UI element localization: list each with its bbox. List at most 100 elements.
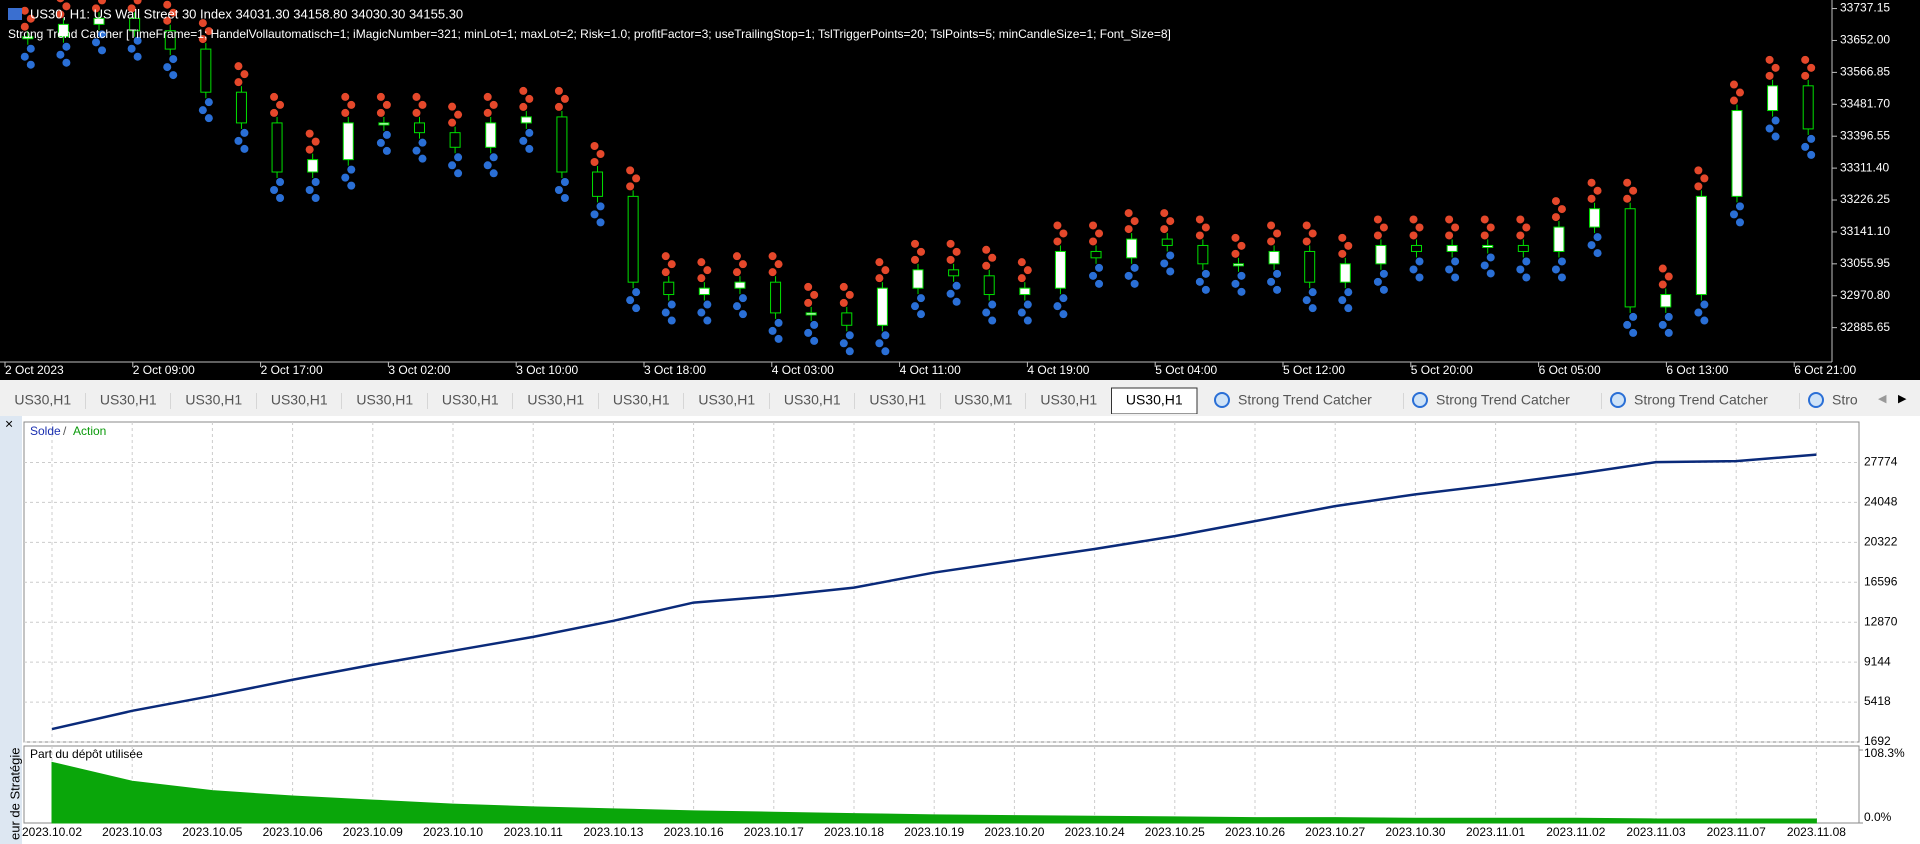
signal-sell [1130, 217, 1139, 226]
tab-label[interactable]: US30,H1 [784, 392, 841, 408]
signal-buy [596, 202, 605, 211]
candle [734, 281, 746, 289]
signal-sell [163, 16, 172, 25]
signal-sell [881, 266, 890, 275]
tab[interactable] [855, 390, 941, 412]
close-button[interactable]: × [5, 416, 13, 432]
tab[interactable] [1602, 390, 1800, 412]
legend-balance: Solde [30, 424, 61, 438]
price-tick-label: 32885.65 [1840, 320, 1890, 334]
candle [556, 116, 568, 173]
signal-sell [1771, 63, 1780, 72]
signal-buy [1735, 218, 1744, 227]
signal-buy [1587, 241, 1596, 250]
signal-buy [1201, 269, 1210, 278]
tab[interactable] [1206, 390, 1404, 412]
candle [1482, 244, 1494, 248]
signal-buy [1308, 288, 1317, 297]
signal-buy [98, 30, 107, 39]
tab-label[interactable]: US30,H1 [100, 392, 157, 408]
signal-sell [1089, 237, 1098, 246]
signal-sell [1338, 249, 1347, 258]
tab[interactable] [256, 390, 343, 412]
signal-sell [234, 62, 243, 71]
tab-label[interactable]: US30,H1 [1126, 392, 1183, 408]
signal-buy [839, 339, 848, 348]
tab[interactable] [1404, 390, 1602, 412]
candle [22, 36, 34, 40]
tab[interactable] [769, 390, 856, 412]
balance-tick-label: 1692 [1864, 734, 1891, 748]
signal-buy [881, 347, 890, 356]
signal-buy [1771, 132, 1780, 141]
signal-sell [1017, 258, 1026, 267]
signal-buy [448, 161, 457, 170]
candle [663, 281, 675, 296]
signal-sell [1729, 80, 1738, 89]
deposit-area [51, 761, 1817, 824]
candle [1375, 244, 1387, 265]
signal-buy [1451, 273, 1460, 282]
tab[interactable] [1111, 387, 1198, 414]
signal-sell [483, 108, 492, 117]
tab-label[interactable]: Strong Trend Catcher [1634, 392, 1768, 408]
tab-label[interactable]: US30,H1 [185, 392, 242, 408]
signal-buy [276, 194, 285, 203]
tab[interactable] [513, 390, 599, 412]
symbol-line: US30, H1: US Wall Street 30 Index 34031.… [30, 6, 463, 21]
tab[interactable] [598, 390, 685, 412]
tab-label[interactable]: US30,M1 [954, 392, 1013, 408]
tab-label[interactable]: US30,H1 [442, 392, 499, 408]
date-label: 2023.10.18 [824, 825, 884, 839]
signal-sell [1480, 231, 1489, 240]
tab[interactable] [342, 390, 428, 412]
signal-sell [1059, 229, 1068, 238]
signal-sell [448, 118, 457, 127]
tab-label[interactable]: US30,H1 [527, 392, 584, 408]
signal-sell [454, 110, 463, 119]
time-tick-label: 2 Oct 2023 [5, 363, 64, 377]
tab[interactable] [171, 390, 257, 412]
signal-sell [804, 282, 813, 291]
tab[interactable] [85, 390, 172, 412]
signal-sell [1195, 215, 1204, 224]
tab-label[interactable]: US30,H1 [613, 392, 670, 408]
signal-sell [667, 260, 676, 269]
tab-label[interactable]: US30,H1 [356, 392, 413, 408]
signal-buy [810, 320, 819, 329]
tab-label[interactable]: Strong Trend Catcher [1436, 392, 1570, 408]
tab[interactable] [1026, 390, 1112, 412]
tab[interactable] [940, 390, 1027, 412]
tab[interactable] [0, 390, 86, 412]
indicator-line: Strong Trend Catcher [TimeFrame=1; Hande… [8, 27, 1171, 41]
signal-buy [92, 38, 101, 47]
tab-label[interactable]: US30,H1 [14, 392, 71, 408]
signal-sell [845, 290, 854, 299]
date-label: 2023.11.03 [1626, 825, 1685, 839]
candle [1304, 250, 1316, 283]
tab-label[interactable]: Strong Trend Catcher [1238, 392, 1372, 408]
time-tick-label: 3 Oct 18:00 [644, 363, 706, 377]
date-label: 2023.11.07 [1707, 825, 1766, 839]
candle [1197, 244, 1209, 265]
signal-buy [305, 186, 314, 195]
date-label: 2023.11.08 [1787, 825, 1846, 839]
signal-buy [1801, 142, 1810, 151]
signal-sell [626, 166, 635, 175]
tab[interactable] [427, 390, 514, 412]
tab-scroll-left[interactable]: ◀ [1878, 393, 1887, 405]
tab[interactable] [684, 390, 770, 412]
date-label: 2023.10.06 [263, 825, 323, 839]
tab-label[interactable]: US30,H1 [271, 392, 328, 408]
signal-buy [127, 44, 136, 53]
signal-buy [1231, 279, 1240, 288]
tab-scroll-right[interactable]: ▶ [1898, 393, 1907, 405]
tab-label[interactable]: US30,H1 [1040, 392, 1097, 408]
signal-sell [1053, 221, 1062, 230]
signal-sell [1587, 194, 1596, 203]
signal-sell [98, 0, 107, 5]
tab-label[interactable]: US30,H1 [869, 392, 926, 408]
signal-buy [1124, 271, 1133, 280]
tab-label[interactable]: US30,H1 [698, 392, 755, 408]
tab-label[interactable]: Stro [1832, 392, 1858, 408]
